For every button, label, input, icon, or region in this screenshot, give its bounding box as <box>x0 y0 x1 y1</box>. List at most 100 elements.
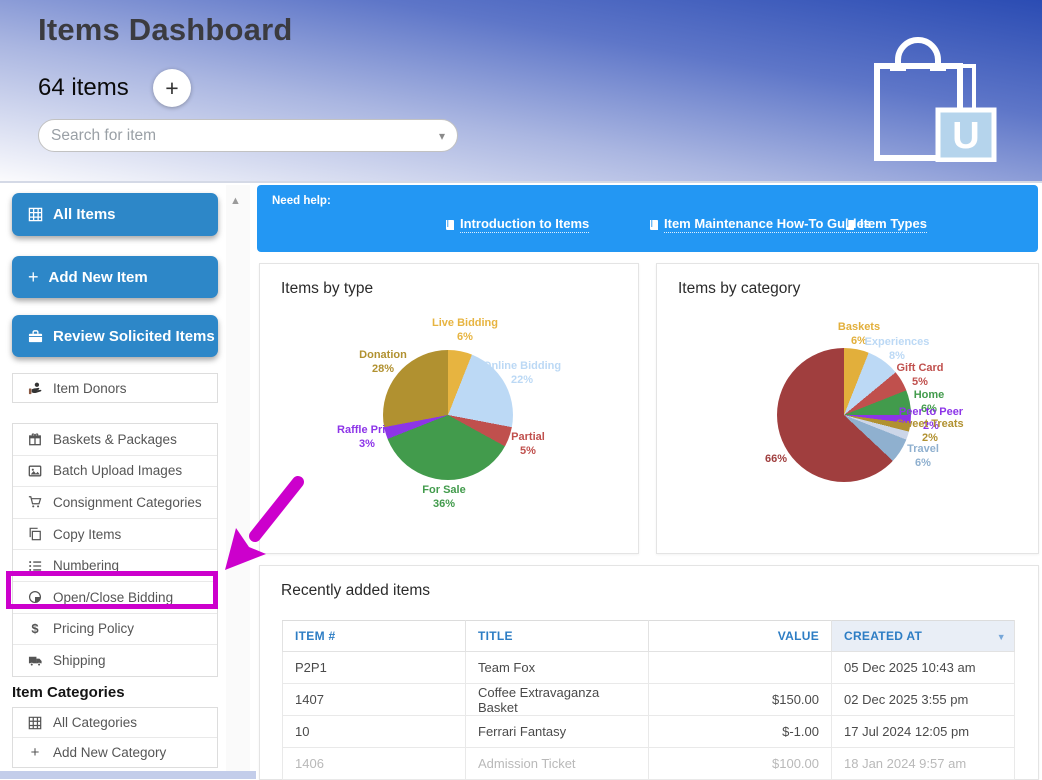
sidebar-item-label: Open/Close Bidding <box>53 589 174 605</box>
app-logo: U <box>872 24 998 167</box>
pie-label-peer-to-peer: Peer to Peer 2% <box>898 406 964 432</box>
page-title: Items Dashboard <box>38 12 293 47</box>
sidebar-item-shipping[interactable]: Shipping <box>13 645 217 676</box>
sidebar-item-numbering[interactable]: Numbering <box>13 550 217 582</box>
table-row[interactable]: 1406 Admission Ticket $100.00 18 Jan 202… <box>282 747 1015 780</box>
recently-added-items-card: Recently added items ITEM # TITLE VALUE … <box>259 565 1039 780</box>
cell-created-at: 02 Dec 2025 3:55 pm <box>831 683 1015 716</box>
column-header-created-at[interactable]: CREATED AT ▼ <box>831 620 1015 652</box>
sidebar-item-label: Add New Item <box>48 268 148 286</box>
cell-title: Coffee Extravaganza Basket <box>465 683 649 716</box>
table-row[interactable]: P2P1 Team Fox 05 Dec 2025 10:43 am <box>282 651 1015 684</box>
sidebar-item-baskets-packages[interactable]: Baskets & Packages <box>13 424 217 456</box>
search-item-select[interactable]: Search for item ▾ <box>38 119 458 152</box>
column-header-value[interactable]: VALUE <box>648 620 832 652</box>
search-placeholder: Search for item <box>51 126 157 144</box>
logo-letter: U <box>952 115 979 157</box>
help-link-label: Introduction to Items <box>460 216 590 233</box>
help-link-item-types[interactable]: Item Types <box>845 216 927 233</box>
shopping-bag-icon: U <box>874 37 997 163</box>
sidebar-item-pricing-policy[interactable]: $ Pricing Policy <box>13 614 217 646</box>
sidebar-scrollbar[interactable] <box>226 185 250 771</box>
chart-title: Items by category <box>678 280 801 297</box>
sidebar-item-review-solicited-items[interactable]: Review Solicited Items <box>12 315 218 357</box>
sidebar-item-add-new-category[interactable]: + Add New Category <box>13 738 217 767</box>
plus-icon: + <box>165 74 179 101</box>
table-row[interactable]: 1407 Coffee Extravaganza Basket $150.00 … <box>282 683 1015 716</box>
chart-title: Items by type <box>281 280 374 297</box>
sidebar-item-label: All Categories <box>53 715 138 730</box>
truck-icon <box>27 653 43 668</box>
help-link-introduction-to-items[interactable]: Introduction to Items <box>445 216 590 233</box>
items-by-category-card: Items by category Baskets 6% Experiences 8… <box>656 263 1039 554</box>
column-header-item[interactable]: ITEM # <box>282 620 466 652</box>
image-icon <box>27 464 43 478</box>
sidebar-item-all-categories[interactable]: All Categories <box>13 708 217 738</box>
items-by-category-pie <box>777 348 911 482</box>
grid-icon <box>28 207 43 222</box>
sidebar-item-label: Pricing Policy <box>53 621 135 637</box>
cell-title: Team Fox <box>465 651 649 684</box>
book-icon <box>845 219 855 231</box>
sidebar-item-batch-upload-images[interactable]: Batch Upload Images <box>13 456 217 488</box>
cell-created-at: 05 Dec 2025 10:43 am <box>831 651 1015 684</box>
pie-label-experiences: Experiences 8% <box>864 336 930 362</box>
briefcase-icon <box>28 329 43 344</box>
sidebar-item-consignment-categories[interactable]: Consignment Categories <box>13 487 217 519</box>
cell-item-number: 1407 <box>282 683 466 716</box>
pie-label-majority-pct: 66% <box>764 453 788 465</box>
help-link-item-maintenance[interactable]: Item Maintenance How-To Guides <box>649 216 872 233</box>
book-icon <box>649 219 659 231</box>
sidebar-item-open-close-bidding[interactable]: Open/Close Bidding <box>13 582 217 614</box>
sidebar-item-label: Consignment Categories <box>53 494 202 510</box>
pie-label-sweet-treats: Sweet Treats 2% <box>896 418 964 444</box>
sidebar-tools-group: Baskets & Packages Batch Upload Images C… <box>12 423 218 677</box>
help-link-label: Item Maintenance How-To Guides <box>664 216 872 233</box>
recently-added-items-table: ITEM # TITLE VALUE CREATED AT ▼ P2P1 Tea… <box>282 620 1015 780</box>
sidebar-item-label: Copy Items <box>53 526 122 542</box>
pie-label-baskets: Baskets 6% <box>837 321 881 347</box>
cell-value <box>648 651 832 684</box>
sidebar-item-copy-items[interactable]: Copy Items <box>13 519 217 551</box>
cell-title: Admission Ticket <box>465 747 649 780</box>
cell-title: Ferrari Fantasy <box>465 715 649 748</box>
pie-label-online-bidding: Online Bidding 22% <box>482 360 562 386</box>
sidebar-item-label: Add New Category <box>53 745 167 760</box>
scroll-up-icon[interactable]: ▲ <box>230 195 241 207</box>
plus-icon: + <box>28 266 39 287</box>
caret-down-icon: ▾ <box>438 128 445 143</box>
cell-value: $150.00 <box>648 683 832 716</box>
sidebar-item-label: Shipping <box>53 652 106 668</box>
pie-label-live-bidding: Live Bidding 6% <box>432 317 498 343</box>
add-item-button[interactable]: + <box>153 69 191 107</box>
gift-icon <box>27 432 43 446</box>
grid-icon <box>27 716 43 730</box>
page-background-band <box>0 771 256 779</box>
pie-label-partial: Partial 5% <box>511 431 545 457</box>
header-divider <box>0 181 1042 183</box>
sidebar-item-label: Batch Upload Images <box>53 463 183 479</box>
cell-value: $-1.00 <box>648 715 832 748</box>
help-link-label: Item Types <box>860 216 927 233</box>
sidebar-item-label: Numbering <box>53 558 120 574</box>
cell-created-at: 18 Jan 2024 9:57 am <box>831 747 1015 780</box>
sidebar-categories-group: All Categories + Add New Category <box>12 707 218 768</box>
pie-label-home: Home 6% <box>913 389 945 415</box>
sidebar-item-add-new-item[interactable]: + Add New Item <box>12 256 218 298</box>
table-title: Recently added items <box>281 582 431 599</box>
pie-label-travel: Travel 6% <box>907 443 939 469</box>
table-row[interactable]: 10 Ferrari Fantasy $-1.00 17 Jul 2024 12… <box>282 715 1015 748</box>
numbered-list-icon <box>27 559 43 573</box>
cell-item-number: 1406 <box>282 747 466 780</box>
pie-label-donation: Donation 28% <box>359 349 407 375</box>
help-bar: Need help: Introduction to Items Item Ma… <box>257 185 1038 252</box>
sidebar-item-label: All Items <box>53 206 116 223</box>
pie-label-raffle-prize: Raffle Prize 3% <box>337 424 397 450</box>
sidebar-item-all-items[interactable]: All Items <box>12 193 218 236</box>
sidebar-item-item-donors[interactable]: Item Donors <box>12 373 218 403</box>
table-header-row: ITEM # TITLE VALUE CREATED AT ▼ <box>282 620 1015 652</box>
column-header-title[interactable]: TITLE <box>465 620 649 652</box>
items-by-type-card: Items by type Live Bidding 6% Online Bidd… <box>259 263 639 554</box>
sort-desc-icon: ▼ <box>996 632 1006 642</box>
items-count: 64 items <box>38 74 129 101</box>
